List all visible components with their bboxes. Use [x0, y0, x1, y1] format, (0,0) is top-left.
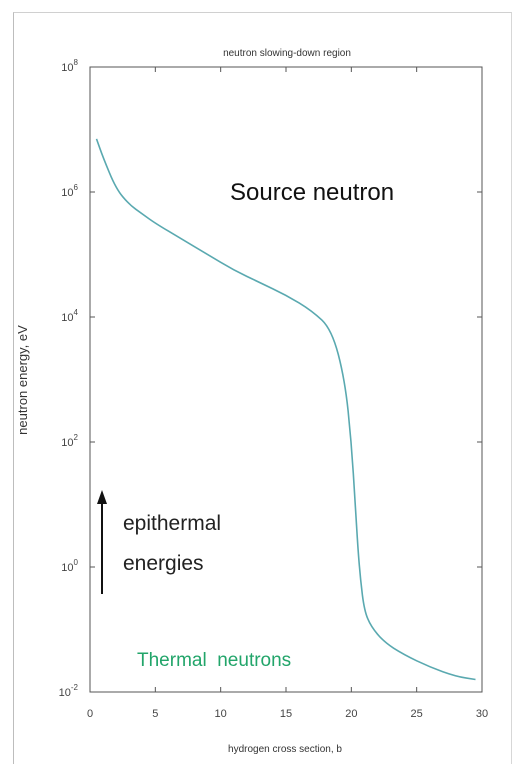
energies-annotation: energies [123, 552, 204, 575]
y-tick-label: 102 [61, 433, 78, 449]
source-neutron-annotation: Source neutron [230, 179, 394, 206]
y-tick-label: 108 [61, 58, 78, 74]
epithermal-arrow [97, 490, 107, 594]
energy-curve-line [95, 138, 476, 681]
chart-title: neutron slowing-down region [223, 48, 351, 59]
figure-frame [13, 12, 512, 764]
x-axis-ticks: 0 5 10 15 20 25 30 [87, 67, 488, 720]
y-axis-label: neutron energy, eV [15, 325, 30, 435]
plot-area [89, 66, 483, 693]
x-axis-label: hydrogen cross section, b [228, 744, 342, 755]
x-tick-label: 0 [87, 708, 93, 720]
x-tick-label: 15 [280, 708, 292, 720]
y-tick-label: 104 [61, 308, 78, 324]
x-tick-label: 20 [345, 708, 357, 720]
y-tick-label: 10-2 [59, 683, 79, 699]
y-axis-ticks: 108 106 104 102 100 10-2 [59, 58, 482, 699]
y-tick-label: 106 [61, 183, 78, 199]
series-layer [95, 138, 476, 681]
x-tick-label: 10 [215, 708, 227, 720]
x-tick-label: 25 [411, 708, 423, 720]
y-tick-label: 100 [61, 558, 78, 574]
epithermal-annotation: epithermal [123, 512, 221, 535]
x-tick-label: 30 [476, 708, 488, 720]
x-tick-label: 5 [152, 708, 158, 720]
thermal-neutrons-annotation: Thermal neutrons [137, 650, 291, 671]
